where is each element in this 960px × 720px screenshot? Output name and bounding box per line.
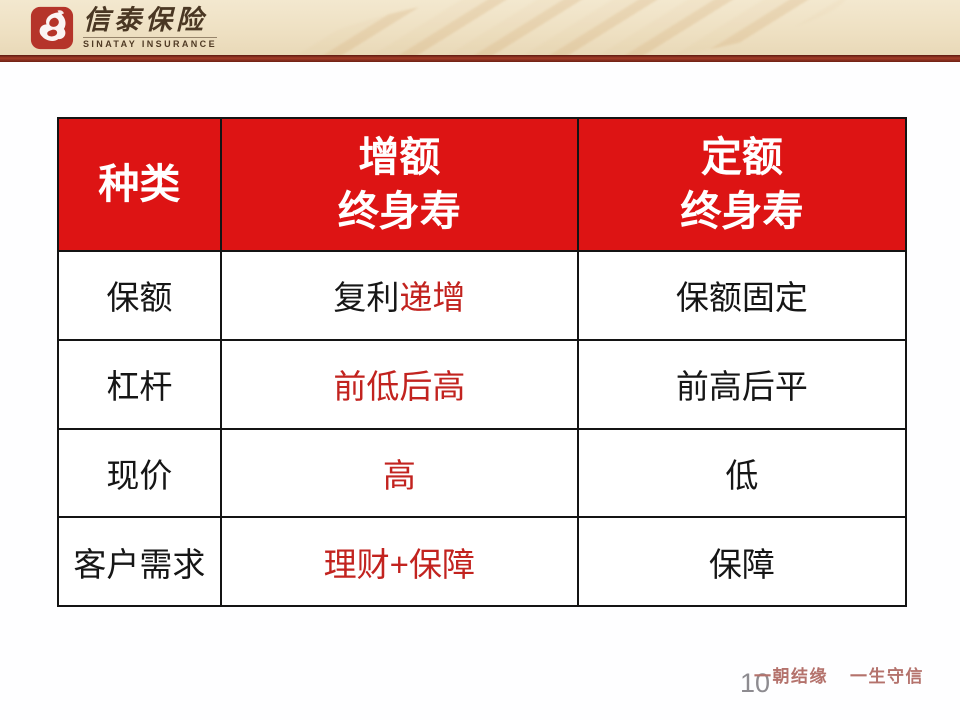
comparison-table: 种类 增额 终身寿 定额 终身寿 保额 复利递增 保额固定 杠杆 前低后高 前高后平 现价高低客户…	[57, 117, 908, 607]
row-label: 现价	[57, 427, 222, 519]
column-header-1: 增额 终身寿	[219, 117, 579, 252]
cell-fixed: 保额固定	[576, 250, 908, 341]
cell-text: 递增	[399, 279, 466, 317]
cell-text: 高	[382, 456, 416, 494]
cell-increasing: 前低后高	[219, 338, 579, 430]
row-label: 客户需求	[57, 516, 222, 607]
brush-stroke-decoration	[286, 0, 854, 55]
cell-increasing: 高	[219, 427, 579, 519]
footer-slogan: 一朝结缘 一生守信	[754, 662, 924, 687]
table-container: 种类 增额 终身寿 定额 终身寿 保额 复利递增 保额固定 杠杆 前低后高 前高后平 现价高低客户…	[57, 117, 908, 607]
cell-text: 低	[725, 456, 759, 494]
table-row: 现价 高 低	[57, 427, 908, 519]
column-header-2: 定额 终身寿	[576, 117, 908, 252]
brand-name-chinese: 信泰保险	[83, 5, 207, 36]
table-row: 客户需求 理财+保障 保障	[57, 516, 908, 607]
brand-logo: 信泰保险 SINATAY INSURANCE	[30, 6, 217, 50]
table-row: 保额 复利递增 保额固定	[57, 250, 908, 341]
cell-fixed: 保障	[576, 516, 908, 607]
dragon-seal-icon	[30, 6, 74, 50]
table-header-row: 种类 增额 终身寿 定额 终身寿	[57, 117, 908, 252]
cell-fixed: 低	[576, 427, 908, 519]
row-label: 保额	[57, 250, 222, 341]
page-number: 10	[740, 668, 771, 698]
cell-fixed: 前高后平	[576, 338, 908, 430]
table-row: 杠杆 前低后高 前高后平	[57, 338, 908, 430]
brand-text: 信泰保险 SINATAY INSURANCE	[83, 7, 217, 49]
header-divider-line	[0, 55, 960, 62]
footer-slogan-part1: 一朝结缘	[754, 667, 828, 686]
cell-text: 前低后高	[333, 368, 466, 406]
header-band: 信泰保险 SINATAY INSURANCE	[0, 0, 960, 55]
footer-slogan-part2: 一生守信	[850, 667, 924, 686]
cell-text: 理财+保障	[323, 545, 475, 583]
row-label: 杠杆	[57, 338, 222, 430]
cell-text: 前高后平	[675, 368, 808, 406]
cell-increasing: 理财+保障	[219, 516, 579, 607]
cell-increasing: 复利递增	[219, 250, 579, 341]
cell-text: 复利	[333, 279, 400, 317]
column-header-0: 种类	[57, 117, 222, 252]
cell-text: 保额固定	[675, 279, 808, 317]
brand-name-english: SINATAY INSURANCE	[83, 37, 217, 49]
cell-text: 保障	[708, 545, 775, 583]
